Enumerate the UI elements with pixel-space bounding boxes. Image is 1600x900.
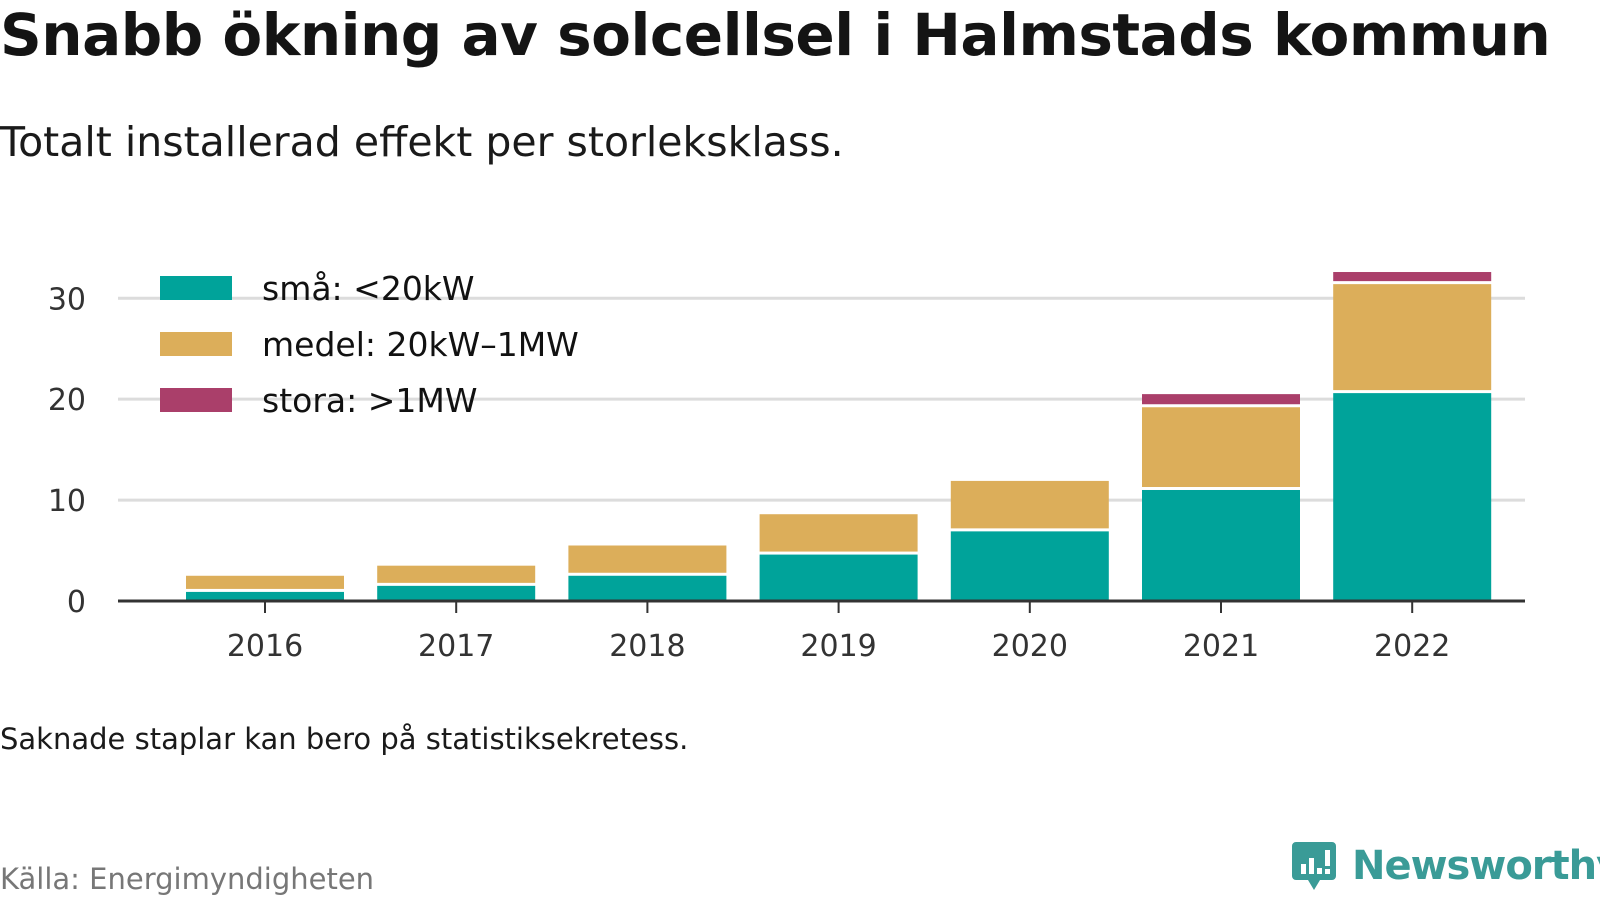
newsworthy-logo-icon [1292, 842, 1336, 890]
legend-swatch [160, 388, 232, 412]
bar-segment-2020-series-0 [950, 531, 1109, 601]
axes: 0 10 20 30 2016 2017 2018 2019 2020 2021 2022 [48, 282, 1525, 664]
legend-swatch [160, 332, 232, 356]
bars [186, 272, 1492, 601]
bar-segment-2018-series-0 [568, 575, 727, 601]
footnote: Saknade staplar kan bero på statistiksek… [0, 722, 689, 756]
x-tick-label: 2017 [418, 629, 494, 664]
legend-swatch [160, 276, 232, 300]
x-tick-label: 2016 [227, 629, 303, 664]
x-tick-label: 2018 [609, 629, 685, 664]
legend-label: stora: >1MW [262, 381, 477, 420]
brand-logo: Newsworthy [1290, 840, 1600, 892]
legend-label: medel: 20kW–1MW [262, 325, 579, 364]
x-tick-label: 2021 [1183, 629, 1259, 664]
chart-title: Snabb ökning av solcellsel i Halmstads k… [0, 1, 1551, 69]
x-tick-label: 2022 [1374, 629, 1450, 664]
y-tick-label: 10 [48, 484, 86, 519]
bar-segment-2018-series-1 [568, 545, 727, 573]
chart-subtitle: Totalt installerad effekt per storlekskl… [0, 118, 844, 166]
bar-segment-2022-series-2 [1333, 272, 1492, 282]
legend-label: små: <20kW [262, 269, 475, 308]
y-tick-label: 0 [67, 585, 86, 620]
x-tick-label: 2019 [800, 629, 876, 664]
brand-name: Newsworthy [1352, 843, 1600, 889]
bar-segment-2021-series-0 [1142, 489, 1300, 601]
y-tick-label: 20 [48, 383, 86, 418]
bar-segment-2017-series-1 [377, 565, 536, 583]
bar-segment-2022-series-0 [1333, 393, 1492, 601]
bar-segment-2016-series-0 [186, 591, 344, 601]
bar-segment-2019-series-1 [759, 514, 918, 552]
x-tick-label: 2020 [992, 629, 1068, 664]
bar-segment-2022-series-1 [1333, 284, 1492, 391]
bar-segment-2020-series-1 [950, 480, 1109, 529]
source-credit: Källa: Energimyndigheten [0, 862, 375, 896]
y-tick-label: 30 [48, 282, 86, 317]
bar-segment-2019-series-0 [759, 554, 918, 601]
bar-segment-2016-series-1 [186, 575, 344, 589]
bar-segment-2021-series-1 [1142, 407, 1300, 487]
stacked-bar-chart: 0 10 20 30 2016 2017 2018 2019 2020 2021 2022 små:… [48, 269, 1525, 664]
legend: små: <20kW medel: 20kW–1MW stora: >1MW [160, 269, 579, 420]
bar-segment-2017-series-0 [377, 585, 536, 601]
bar-segment-2021-series-2 [1142, 394, 1300, 405]
